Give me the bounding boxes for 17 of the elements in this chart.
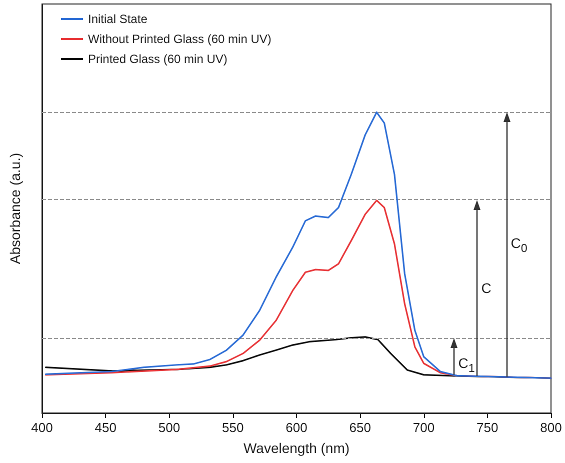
legend-label: Printed Glass (60 min UV)	[88, 52, 228, 66]
y-axis-title: Absorbance (a.u.)	[7, 152, 23, 264]
x-tick-label: 600	[286, 420, 308, 435]
x-tick-label: 650	[349, 420, 371, 435]
annotation: C$_{1}$	[458, 354, 475, 375]
x-axis-title: Wavelength (nm)	[243, 440, 350, 456]
legend-label: Initial State	[88, 12, 148, 26]
x-tick-label: 450	[94, 420, 116, 435]
x-tick-label: 500	[158, 420, 180, 435]
x-tick-label: 700	[412, 420, 435, 435]
x-tick-label: 750	[476, 420, 498, 435]
x-tick-label: 550	[222, 420, 244, 435]
x-tick-label: 800	[540, 420, 562, 435]
legend-label: Without Printed Glass (60 min UV)	[88, 32, 272, 46]
x-tick-label: 400	[31, 420, 53, 435]
annotation: C	[481, 280, 492, 296]
annotation: C$_{0}$	[510, 234, 528, 254]
